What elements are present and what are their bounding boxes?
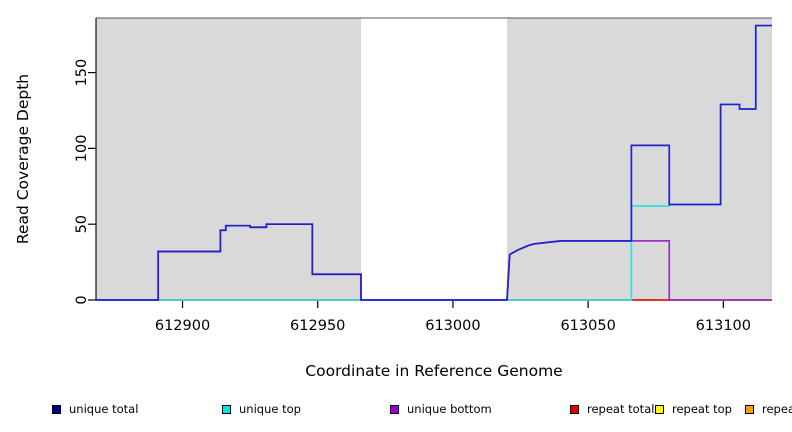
legend-swatch-icon: [655, 404, 664, 414]
y-tick-label-100: 100: [74, 135, 90, 163]
legend-item-repeat-bottom[interactable]: repeat bottom: [745, 398, 792, 420]
y-tick-label-50: 50: [74, 215, 90, 233]
legend-swatch-icon: [745, 404, 754, 414]
x-axis-title: Coordinate in Reference Genome: [305, 362, 562, 380]
x-tick-label-613050: 613050: [560, 318, 615, 334]
legend-item-unique-bottom[interactable]: unique bottom: [390, 398, 492, 420]
y-axis-title: Read Coverage Depth: [14, 74, 32, 244]
legend-label: unique total: [69, 402, 139, 416]
legend-swatch-icon: [222, 404, 231, 414]
legend-label: repeat bottom: [762, 402, 792, 416]
shaded-region-0: [96, 18, 361, 300]
series-unique-total: [96, 24, 772, 301]
shaded-region-1: [507, 18, 772, 300]
legend-label: unique bottom: [407, 402, 492, 416]
legend-swatch-icon: [52, 404, 61, 414]
legend-item-repeat-top[interactable]: repeat top: [655, 398, 732, 420]
x-tick-label-613000: 613000: [425, 318, 480, 334]
x-tick-label-613100: 613100: [696, 318, 751, 334]
y-tick-label-0: 0: [74, 295, 90, 304]
legend-swatch-icon: [570, 404, 579, 414]
x-tick-label-612950: 612950: [290, 318, 345, 334]
chart-legend: unique total unique top unique bottom repea…: [0, 398, 792, 420]
legend-label: unique top: [239, 402, 301, 416]
legend-swatch-icon: [390, 404, 399, 414]
legend-item-repeat-total[interactable]: repeat total: [570, 398, 654, 420]
legend-label: repeat total: [587, 402, 655, 416]
x-tick-label-612900: 612900: [155, 318, 210, 334]
legend-item-unique-top[interactable]: unique top: [222, 398, 301, 420]
legend-label: repeat top: [672, 402, 732, 416]
legend-item-unique-total[interactable]: unique total: [52, 398, 138, 420]
y-tick-label-150: 150: [74, 59, 90, 87]
